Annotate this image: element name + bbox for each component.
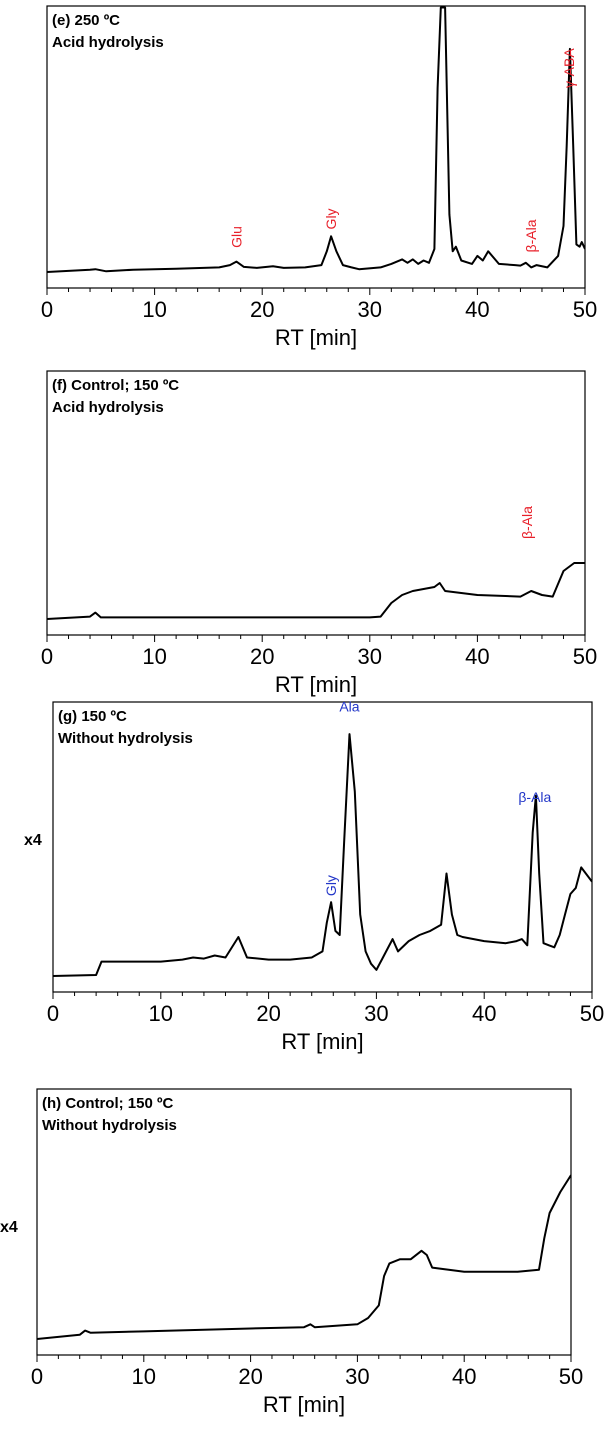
x-tick-label: 50	[559, 1364, 583, 1389]
x-tick-label: 10	[142, 297, 166, 322]
x-tick-label: 0	[31, 1364, 43, 1389]
x-tick-label: 20	[250, 297, 274, 322]
panel-title-e: (e) 250 ºC	[52, 12, 120, 29]
panel-subtitle-f: Acid hydrolysis	[52, 399, 164, 416]
scale-factor-label: x4	[24, 832, 42, 849]
x-tick-label: 30	[364, 1001, 388, 1026]
x-tick-label: 50	[573, 297, 597, 322]
panel-title-g: (g) 150 ºC	[58, 708, 127, 725]
chart-panel-e: 0 10 20 30 40 50 RT [min] (e) 250 ºC Acid hydrol…	[41, 5, 597, 350]
chart-panel-f: 0 10 20 30 40 50 RT [min] (f) Control; 150 ºC Ac…	[41, 370, 597, 697]
panel-title-h: (h) Control; 150 ºC	[42, 1095, 173, 1112]
x-tick-label: 50	[580, 1001, 604, 1026]
x-tick-label: 10	[132, 1364, 156, 1389]
plot-frame	[36, 1088, 572, 1356]
peak-label: Gly	[323, 208, 339, 229]
x-axis-label: RT [min]	[275, 672, 357, 697]
chromatogram-trace	[47, 6, 585, 273]
chart-panel-h: 0 10 20 30 40 50 RT [min] (h) Control; 150 ºC Wi…	[0, 1088, 583, 1417]
peak-label: β-Ala	[519, 506, 535, 539]
x-tick-label: 50	[573, 644, 597, 669]
x-tick-label: 20	[238, 1364, 262, 1389]
panel-title-f: (f) Control; 150 ºC	[52, 377, 179, 394]
peak-label: β-Ala	[518, 789, 551, 805]
x-axis-label: RT [min]	[281, 1029, 363, 1054]
peak-label: Ala	[339, 699, 359, 715]
x-tick-label: 0	[47, 1001, 59, 1026]
plot-frame	[52, 701, 593, 993]
x-axis-label: RT [min]	[275, 325, 357, 350]
x-tick-label: 10	[149, 1001, 173, 1026]
x-tick-label: 30	[358, 644, 382, 669]
plot-frame	[46, 5, 586, 289]
x-tick-label: 40	[472, 1001, 496, 1026]
x-tick-label: 30	[358, 297, 382, 322]
x-tick-label: 0	[41, 297, 53, 322]
x-tick-label: 20	[256, 1001, 280, 1026]
plot-frame	[46, 370, 586, 636]
chromatogram-trace	[53, 733, 592, 977]
x-tick-label: 40	[452, 1364, 476, 1389]
x-tick-label: 40	[465, 644, 489, 669]
chart-panel-g: 0 10 20 30 40 50 RT [min] (g) 150 ºC Without hyd…	[24, 699, 604, 1054]
x-axis-label: RT [min]	[263, 1392, 345, 1417]
x-tick-label: 40	[465, 297, 489, 322]
scale-factor-label: x4	[0, 1219, 18, 1236]
x-tick-label: 30	[345, 1364, 369, 1389]
x-tick-label: 0	[41, 644, 53, 669]
chromatogram-trace	[47, 562, 585, 620]
chromatogram-trace	[37, 1174, 571, 1340]
peak-label: β-Ala	[523, 219, 539, 252]
peak-label: Gly	[323, 875, 339, 896]
peak-label: Glu	[228, 226, 244, 248]
panel-subtitle-g: Without hydrolysis	[58, 730, 193, 747]
panel-subtitle-e: Acid hydrolysis	[52, 34, 164, 51]
x-tick-label: 10	[142, 644, 166, 669]
panel-subtitle-h: Without hydrolysis	[42, 1117, 177, 1134]
peak-label: γ-ABA	[561, 48, 577, 88]
x-tick-label: 20	[250, 644, 274, 669]
